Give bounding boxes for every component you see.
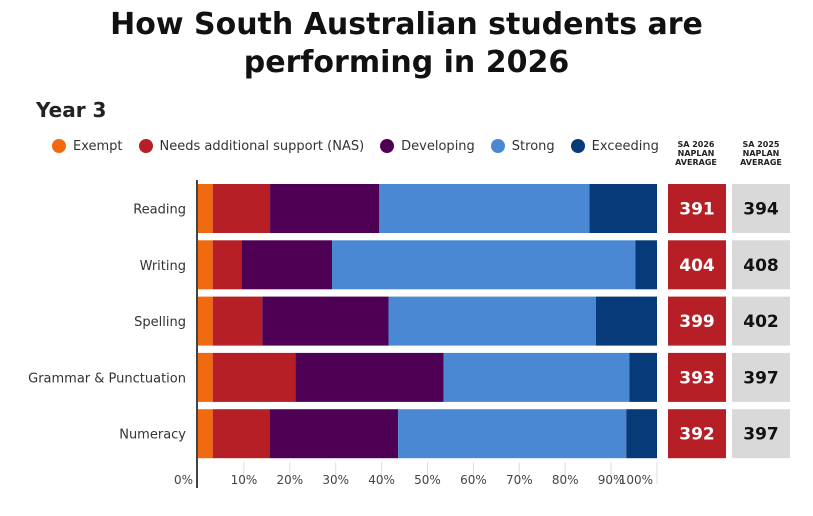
legend-label: Needs additional support (NAS): [159, 138, 365, 154]
category-label: Numeracy: [119, 428, 186, 443]
bar-segment: [269, 409, 399, 459]
sa2025-average-box: [732, 240, 790, 290]
bar-segment: [198, 184, 213, 233]
legend-item-developing: Developing: [380, 139, 475, 154]
bar-segment: [198, 409, 213, 459]
bar-segment: [212, 240, 242, 290]
category-label: Grammar & Punctuation: [28, 371, 186, 386]
bar-segment: [212, 409, 270, 459]
chart-subtitle: Year 3: [36, 98, 107, 122]
bar-segment: [212, 352, 296, 402]
bar-segment: [198, 240, 213, 290]
column-header-line: AVERAGE: [740, 158, 782, 167]
x-tick-label: 90%: [598, 473, 625, 487]
x-tick-label: 70%: [506, 473, 533, 487]
column-header-sa2025: SA 2025 NAPLAN AVERAGE: [731, 140, 791, 167]
legend-label: Strong: [511, 138, 555, 154]
legend: Exempt Needs additional support (NAS) De…: [52, 136, 675, 156]
sa2025-average-value: 402: [743, 312, 779, 332]
x-tick-label: 60%: [460, 473, 487, 487]
bar-segment: [198, 296, 213, 346]
x-tick-label: 0%: [174, 473, 193, 487]
legend-item-exempt: Exempt: [52, 139, 123, 154]
legend-swatch: [570, 139, 585, 153]
bar-segment: [398, 409, 627, 459]
legend-swatch: [52, 139, 66, 153]
chart-title-line1: How South Australian students are: [110, 7, 703, 42]
legend-item-strong: Strong: [490, 138, 555, 154]
sa2026-average-box: [668, 409, 726, 459]
bar-segment: [595, 296, 657, 346]
category-label: Writing: [140, 259, 186, 274]
column-header-line: NAPLAN: [677, 149, 715, 158]
category-label: Spelling: [134, 315, 186, 330]
column-header-line: SA 2025: [742, 140, 780, 149]
legend-swatch: [490, 139, 505, 153]
bar-segment: [212, 184, 271, 233]
x-tick-label: 10%: [231, 473, 258, 487]
sa2026-average-value: 399: [679, 312, 715, 332]
sa2026-average-box: [668, 352, 726, 402]
sa2025-average-box: [732, 352, 790, 402]
sa2025-average-value: 397: [743, 425, 779, 445]
column-header-line: SA 2026: [677, 140, 715, 149]
x-tick-label: 100%: [619, 473, 653, 487]
sa2026-average-value: 391: [679, 200, 715, 220]
legend-label: Exceeding: [591, 138, 659, 154]
x-tick-label: 20%: [276, 473, 303, 487]
bar-segment: [270, 184, 380, 233]
x-tick-label: 30%: [322, 473, 349, 487]
bar-segment: [198, 352, 213, 402]
bar-segment: [635, 240, 657, 290]
bar-segment: [241, 240, 333, 290]
chart-title: How South Australian students are perfor…: [0, 6, 813, 82]
legend-item-nas: Needs additional support (NAS): [138, 138, 365, 154]
bar-segment: [295, 352, 444, 402]
sa2025-average-box: [732, 184, 790, 233]
legend-label: Developing: [401, 138, 475, 154]
category-label: Reading: [133, 203, 186, 218]
sa2026-average-box: [668, 296, 726, 346]
sa2026-average-value: 393: [679, 368, 715, 388]
sa2025-average-box: [732, 409, 790, 459]
column-header-line: NAPLAN: [742, 149, 780, 158]
column-header-sa2026: SA 2026 NAPLAN AVERAGE: [666, 140, 726, 167]
x-tick-label: 80%: [552, 473, 579, 487]
bar-segment: [332, 240, 636, 290]
x-tick-label: 50%: [414, 473, 441, 487]
sa2025-average-box: [732, 296, 790, 346]
bar-segment: [379, 184, 590, 233]
bar-segment: [589, 184, 657, 233]
sa2025-average-value: 397: [743, 368, 779, 388]
column-header-line: AVERAGE: [675, 158, 717, 167]
legend-swatch: [138, 139, 153, 153]
sa2025-average-value: 394: [743, 200, 779, 220]
legend-swatch: [380, 139, 395, 153]
sa2026-average-box: [668, 184, 726, 233]
legend-label: Exempt: [73, 138, 123, 154]
bar-segment: [443, 352, 630, 402]
sa2026-average-value: 392: [679, 425, 715, 445]
chart-title-line2: performing in 2026: [243, 45, 570, 80]
sa2026-average-value: 404: [679, 256, 715, 276]
sa2026-average-box: [668, 240, 726, 290]
bar-segment: [262, 296, 389, 346]
bar-segment: [626, 409, 657, 459]
legend-item-exceeding: Exceeding: [570, 138, 659, 154]
bar-segment: [388, 296, 596, 346]
x-tick-label: 40%: [368, 473, 395, 487]
sa2025-average-value: 408: [743, 256, 779, 276]
bar-segment: [212, 296, 263, 346]
bar-segment: [629, 352, 657, 402]
